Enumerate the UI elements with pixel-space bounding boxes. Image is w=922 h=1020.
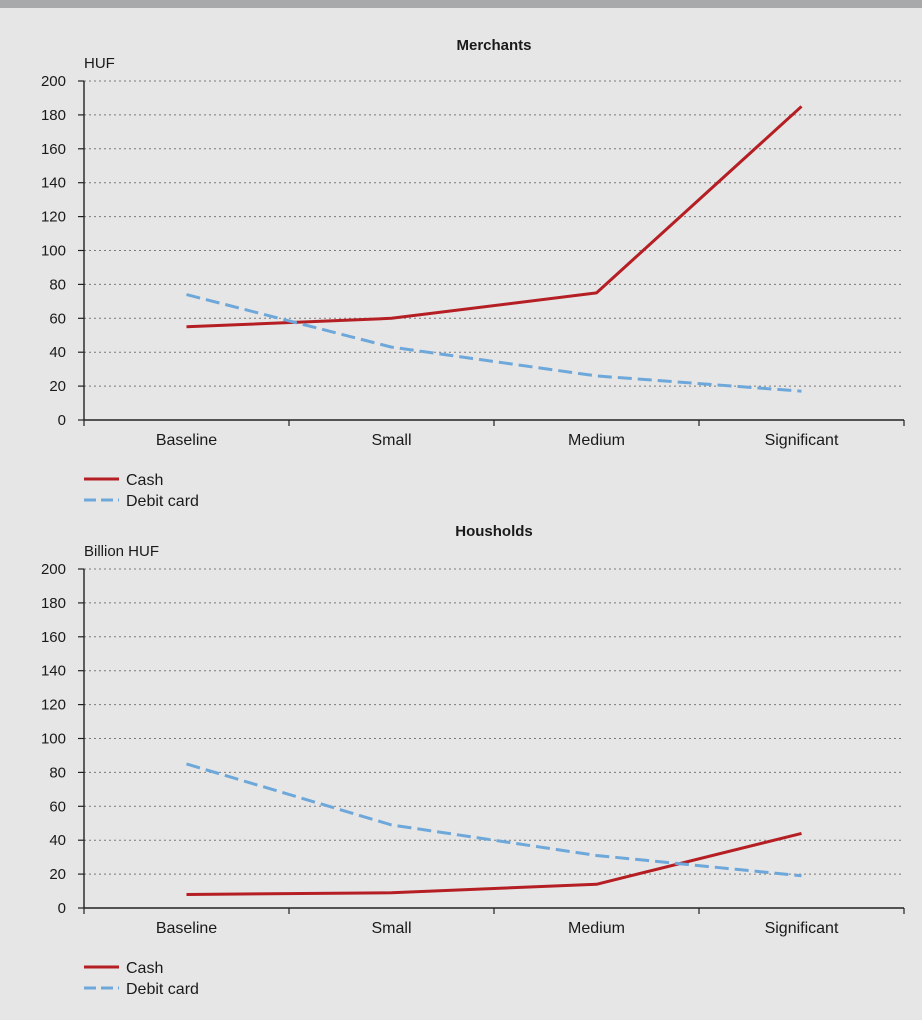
series-line-debit-card <box>186 293 802 393</box>
legend-label: Cash <box>126 960 163 977</box>
y-tick-label: 100 <box>41 243 66 260</box>
series-line-cash <box>186 831 802 896</box>
x-category-label: Baseline <box>156 432 217 449</box>
y-axis-unit-label: HUF <box>84 55 115 72</box>
y-tick-label: 160 <box>41 141 66 158</box>
y-tick-label: 60 <box>49 798 66 815</box>
y-tick-label: 120 <box>41 209 66 226</box>
legend-label: Debit card <box>126 493 199 510</box>
y-tick-label: 160 <box>41 629 66 646</box>
x-category-label: Medium <box>568 432 625 449</box>
y-axis-unit-label: Billion HUF <box>84 543 159 560</box>
top-border-bar <box>0 0 922 8</box>
x-category-label: Small <box>371 432 411 449</box>
y-tick-label: 120 <box>41 697 66 714</box>
y-tick-label: 200 <box>41 73 66 90</box>
x-category-label: Baseline <box>156 920 217 937</box>
x-category-label: Significant <box>765 920 839 937</box>
y-tick-label: 100 <box>41 731 66 748</box>
series-line-debit-card <box>186 762 802 878</box>
chart-title: Housholds <box>455 523 533 540</box>
chart-households: Housholds Billion HUF 0 20 40 60 80 100 120 140 16… <box>41 523 905 998</box>
y-tick-label: 40 <box>49 344 66 361</box>
y-tick-label: 20 <box>49 866 66 883</box>
x-category-label: Significant <box>765 432 839 449</box>
y-tick-label: 0 <box>58 412 66 429</box>
y-tick-label: 140 <box>41 175 66 192</box>
y-tick-label: 40 <box>49 832 66 849</box>
x-category-label: Small <box>371 920 411 937</box>
series-line-cash <box>186 105 803 329</box>
legend-label: Debit card <box>126 981 199 998</box>
y-tick-label: 60 <box>49 310 66 327</box>
y-tick-label: 140 <box>41 663 66 680</box>
legend-label: Cash <box>126 472 163 489</box>
y-tick-label: 0 <box>58 900 66 917</box>
y-tick-label: 200 <box>41 561 66 578</box>
y-tick-label: 180 <box>41 107 66 124</box>
x-category-label: Medium <box>568 920 625 937</box>
y-tick-label: 80 <box>49 276 66 293</box>
chart-merchants: Merchants HUF 0 20 40 60 80 100 120 140 160 180 200 B… <box>41 37 905 510</box>
chart-title: Merchants <box>456 37 531 54</box>
y-tick-label: 20 <box>49 378 66 395</box>
y-tick-label: 180 <box>41 595 66 612</box>
y-tick-label: 80 <box>49 764 66 781</box>
